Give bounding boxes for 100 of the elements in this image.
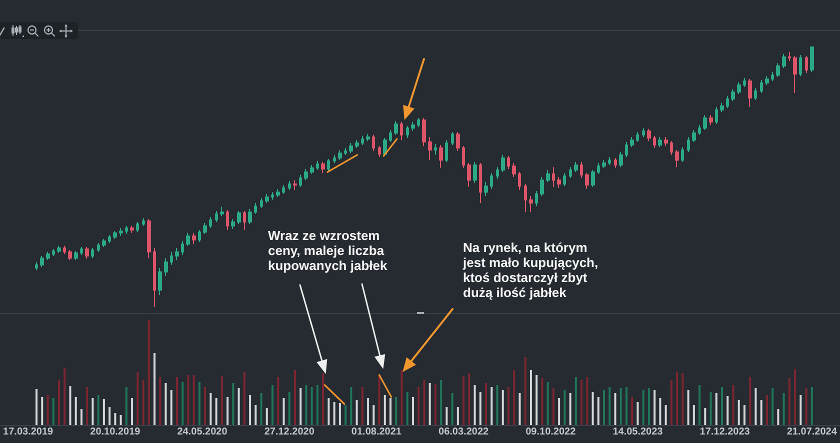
bar (659, 398, 662, 425)
bar (204, 386, 206, 425)
bar (125, 386, 128, 425)
candlestick (799, 54, 802, 77)
candlestick (496, 166, 499, 180)
x-tick-label: 27.12.2020 (264, 426, 315, 438)
candlestick (597, 162, 600, 174)
bar (182, 382, 184, 425)
bar (580, 380, 583, 425)
bar (715, 392, 718, 425)
candlestick (136, 221, 139, 233)
candlestick (299, 174, 302, 188)
candlestick (793, 56, 797, 94)
bar (74, 396, 77, 425)
candlestick (439, 144, 443, 168)
bar (316, 384, 318, 425)
candlestick (540, 176, 544, 196)
bar (738, 400, 740, 425)
candlestick (625, 141, 628, 158)
bar (210, 392, 212, 425)
bar (766, 394, 768, 425)
candlestick (147, 218, 151, 259)
candlestick (209, 216, 212, 228)
candlestick (608, 156, 611, 166)
bar (603, 390, 606, 425)
candlestick (507, 155, 510, 170)
bar (412, 396, 414, 425)
candlestick (400, 121, 403, 141)
bar (215, 398, 218, 425)
candlestick (282, 184, 285, 194)
candlestick (203, 222, 207, 234)
x-tick-label: 01.08.2021 (351, 426, 402, 438)
bar (569, 392, 572, 425)
candlestick (484, 181, 488, 196)
candlestick (726, 95, 729, 109)
candlestick (164, 258, 168, 277)
bar (490, 386, 493, 425)
candlestick (243, 210, 246, 231)
candlestick (338, 149, 342, 161)
candlestick (226, 210, 229, 231)
bar (800, 394, 802, 425)
candlestick (653, 135, 656, 148)
bar (294, 370, 296, 425)
bar (614, 392, 616, 425)
candlestick (681, 146, 684, 162)
candlestick (602, 160, 606, 168)
bar (328, 398, 330, 425)
bar (243, 372, 246, 425)
candlestick (462, 146, 465, 168)
candlestick (720, 102, 724, 112)
bar (788, 378, 790, 425)
candlestick (546, 169, 550, 182)
candlestick (692, 129, 696, 142)
bar (46, 394, 49, 425)
candlestick (198, 230, 201, 242)
bar (676, 372, 678, 425)
bar (97, 394, 100, 425)
bar (552, 388, 554, 425)
candlestick (788, 51, 791, 62)
candlestick (619, 152, 623, 168)
bar (305, 384, 308, 425)
bar (726, 396, 729, 425)
x-tick-label: 14.05.2023 (612, 426, 664, 438)
bar (664, 405, 667, 425)
bar (423, 380, 426, 425)
candlestick (445, 140, 448, 162)
bar (86, 386, 88, 425)
bar (428, 383, 431, 425)
candlestick (675, 149, 679, 168)
candlestick (63, 245, 66, 254)
bar (114, 413, 116, 425)
candlestick (215, 210, 218, 222)
candlestick (810, 46, 814, 72)
candlestick (715, 106, 718, 124)
candlestick (181, 240, 184, 256)
candlestick (378, 146, 381, 158)
bar (546, 382, 549, 425)
bar (338, 402, 341, 425)
candlestick (321, 161, 325, 174)
candlestick (361, 135, 364, 146)
bar (52, 398, 54, 425)
bar (625, 386, 628, 425)
candlestick (35, 262, 38, 271)
bar (58, 380, 60, 425)
bar (687, 390, 690, 425)
bar (468, 373, 470, 425)
candlestick (552, 166, 555, 188)
bar (608, 386, 611, 425)
bar (148, 320, 150, 425)
bar (536, 375, 538, 425)
bar (378, 375, 380, 425)
bar (631, 396, 634, 425)
candlestick (158, 268, 162, 296)
candlestick (529, 195, 533, 213)
candlestick (170, 251, 173, 266)
bar (564, 390, 566, 425)
bar (462, 376, 465, 425)
candlestick (709, 114, 713, 126)
bar (176, 377, 178, 425)
bar (513, 370, 516, 425)
